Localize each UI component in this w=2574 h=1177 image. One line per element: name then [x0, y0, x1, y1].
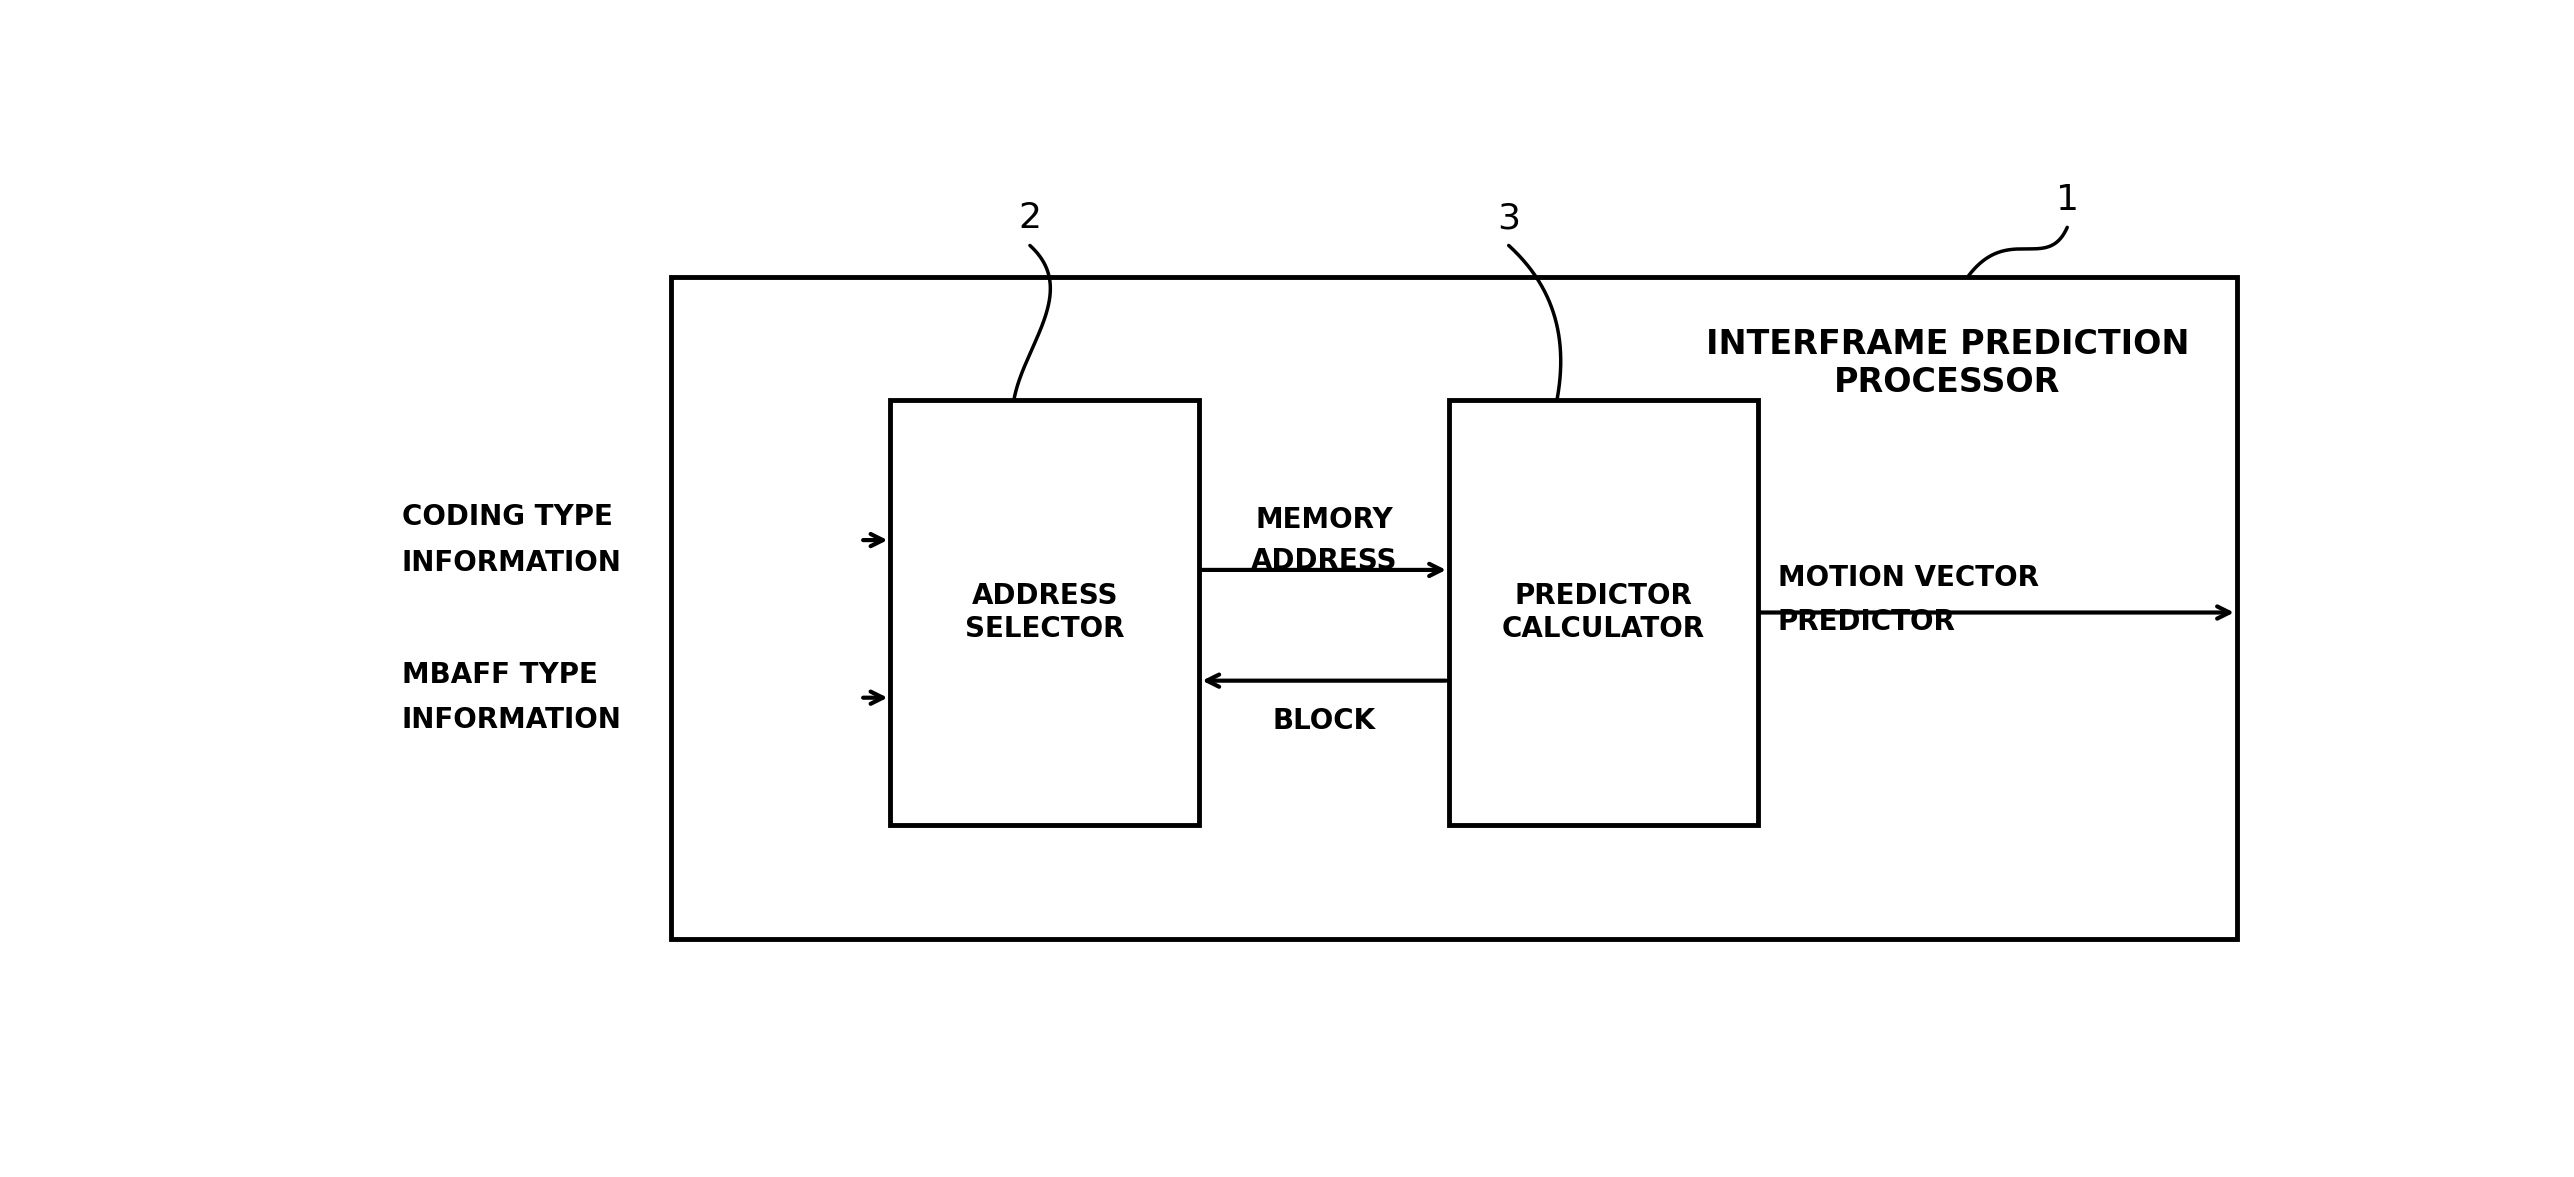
Text: PREDICTOR
CALCULATOR: PREDICTOR CALCULATOR: [1501, 583, 1704, 643]
Bar: [672, 278, 2237, 939]
Text: PREDICTOR: PREDICTOR: [1779, 607, 1956, 636]
Text: 1: 1: [2057, 184, 2080, 217]
Text: ADDRESS: ADDRESS: [1251, 547, 1398, 574]
Text: CODING TYPE: CODING TYPE: [402, 504, 613, 532]
Text: 3: 3: [1498, 201, 1521, 235]
Text: INFORMATION: INFORMATION: [402, 706, 620, 734]
Bar: [891, 399, 1199, 825]
Text: MEMORY: MEMORY: [1256, 506, 1393, 534]
Text: INTERFRAME PREDICTION
PROCESSOR: INTERFRAME PREDICTION PROCESSOR: [1707, 327, 2190, 399]
Text: MBAFF TYPE: MBAFF TYPE: [402, 661, 597, 689]
Text: INFORMATION: INFORMATION: [402, 548, 620, 577]
Text: ADDRESS
SELECTOR: ADDRESS SELECTOR: [965, 583, 1125, 643]
Text: MOTION VECTOR: MOTION VECTOR: [1779, 564, 2039, 592]
Text: 2: 2: [1019, 201, 1042, 235]
Text: BLOCK: BLOCK: [1272, 707, 1375, 736]
Bar: [1449, 399, 1758, 825]
